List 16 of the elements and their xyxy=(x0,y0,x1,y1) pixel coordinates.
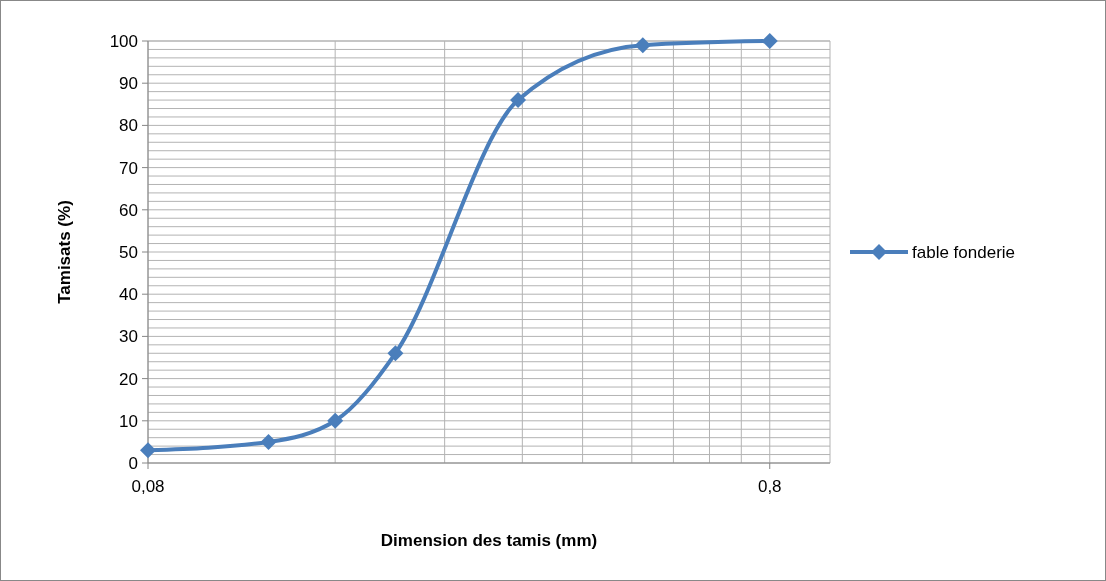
x-tick-label: 0,08 xyxy=(131,477,165,496)
y-tick-label: 0 xyxy=(128,453,138,473)
y-tick-label: 60 xyxy=(119,200,138,220)
y-tick-label: 90 xyxy=(119,74,138,94)
y-tick-label: 100 xyxy=(109,31,138,51)
y-tick-label: 30 xyxy=(119,327,138,347)
y-tick-label: 70 xyxy=(119,158,138,178)
y-axis-title: Tamisats (%) xyxy=(55,200,74,304)
y-tick-label: 50 xyxy=(119,242,138,262)
y-tick-label: 40 xyxy=(119,285,138,305)
x-tick-label: 0,8 xyxy=(757,477,782,496)
y-tick-label: 80 xyxy=(119,116,138,136)
y-tick-label: 20 xyxy=(119,369,138,389)
y-tick-label: 10 xyxy=(119,411,138,431)
x-axis-title: Dimension des tamis (mm) xyxy=(380,531,598,550)
legend-label: fable fonderie xyxy=(912,242,1016,262)
